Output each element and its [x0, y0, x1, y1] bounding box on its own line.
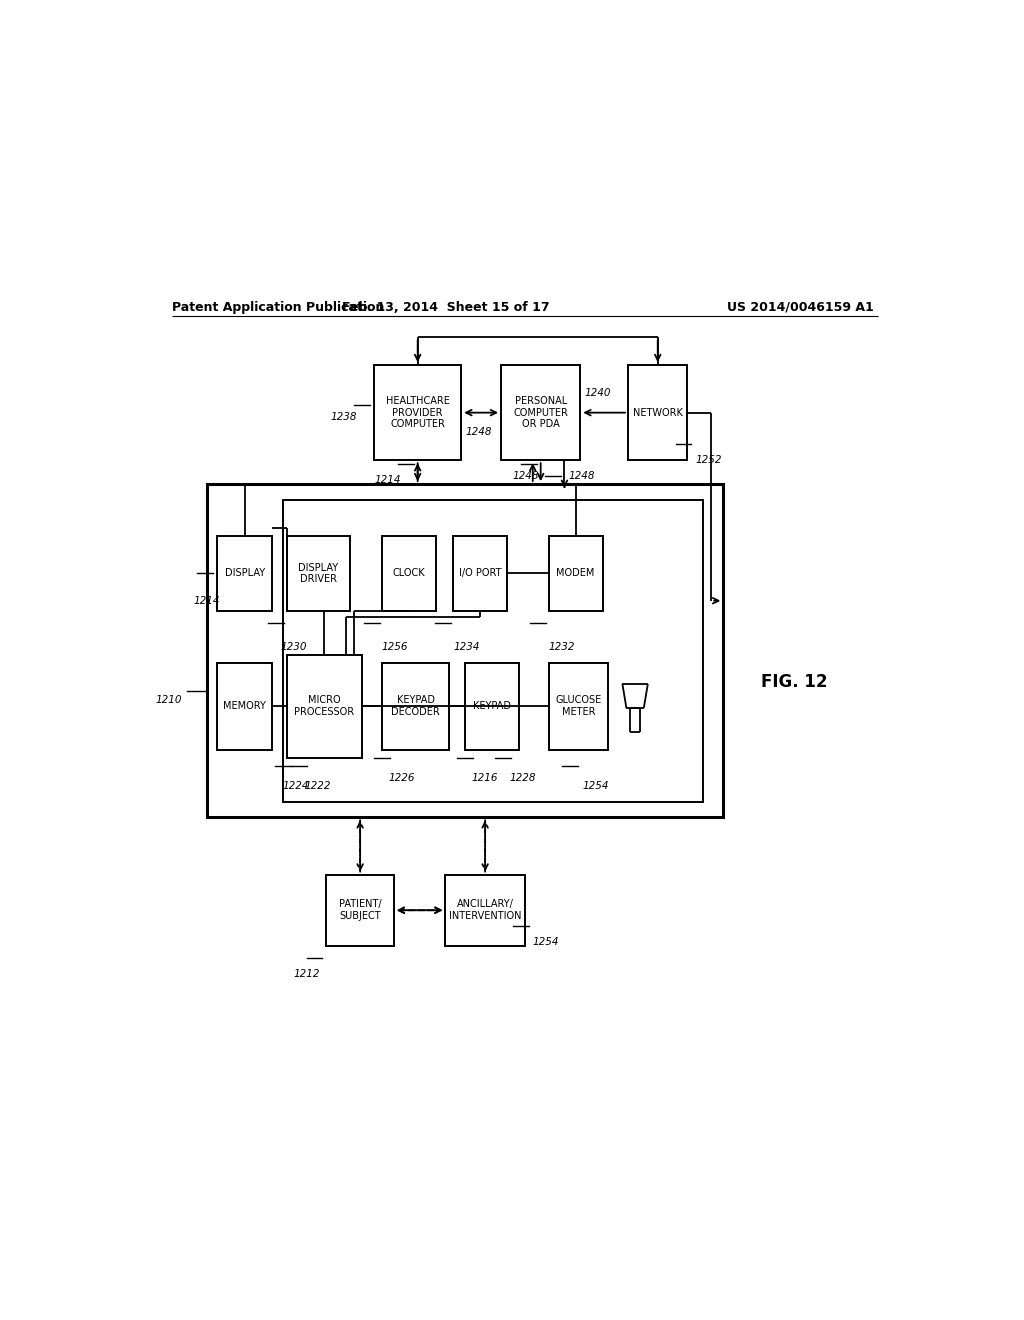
Text: 1228: 1228 — [510, 772, 537, 783]
Bar — [287, 536, 350, 611]
Text: CLOCK: CLOCK — [392, 569, 425, 578]
Text: 1254: 1254 — [532, 937, 559, 946]
Text: 1224: 1224 — [283, 780, 309, 791]
Text: 1254: 1254 — [583, 780, 609, 791]
Text: MODEM: MODEM — [556, 569, 595, 578]
Text: FIG. 12: FIG. 12 — [762, 673, 827, 692]
Text: KEYPAD: KEYPAD — [473, 701, 511, 711]
Text: 1226: 1226 — [388, 772, 415, 783]
Bar — [382, 536, 436, 611]
Text: 1252: 1252 — [695, 455, 722, 465]
Bar — [454, 536, 507, 611]
Text: 1214: 1214 — [374, 475, 400, 486]
Text: 1216: 1216 — [472, 772, 498, 783]
Bar — [374, 366, 461, 461]
Text: MEMORY: MEMORY — [223, 701, 266, 711]
Text: PATIENT/
SUBJECT: PATIENT/ SUBJECT — [339, 899, 382, 921]
Bar — [287, 655, 362, 758]
Text: 1212: 1212 — [293, 969, 319, 978]
Text: Patent Application Publication: Patent Application Publication — [172, 301, 384, 314]
Bar — [207, 484, 723, 817]
Bar — [501, 366, 581, 461]
Text: 1248: 1248 — [465, 428, 492, 437]
Text: NETWORK: NETWORK — [633, 408, 683, 417]
Text: ANCILLARY/
INTERVENTION: ANCILLARY/ INTERVENTION — [449, 899, 521, 921]
Text: 1230: 1230 — [281, 642, 307, 652]
Bar — [382, 663, 450, 750]
Text: HEALTHCARE
PROVIDER
COMPUTER: HEALTHCARE PROVIDER COMPUTER — [386, 396, 450, 429]
Text: I/O PORT: I/O PORT — [459, 569, 502, 578]
Text: DISPLAY: DISPLAY — [224, 569, 265, 578]
Text: 1248: 1248 — [513, 471, 540, 480]
Bar — [327, 875, 394, 946]
Bar — [283, 500, 703, 801]
Text: 1222: 1222 — [304, 780, 331, 791]
Bar — [549, 663, 608, 750]
Text: MICRO
PROCESSOR: MICRO PROCESSOR — [294, 696, 354, 717]
Text: 1240: 1240 — [585, 388, 611, 397]
Text: 1248: 1248 — [568, 471, 595, 480]
Text: KEYPAD
DECODER: KEYPAD DECODER — [391, 696, 440, 717]
Bar — [445, 875, 525, 946]
Bar — [217, 536, 272, 611]
Text: 1234: 1234 — [454, 642, 480, 652]
Text: Feb. 13, 2014  Sheet 15 of 17: Feb. 13, 2014 Sheet 15 of 17 — [342, 301, 549, 314]
Text: 1238: 1238 — [331, 412, 357, 421]
Bar — [217, 663, 272, 750]
Text: 1210: 1210 — [156, 696, 182, 705]
Text: GLUCOSE
METER: GLUCOSE METER — [555, 696, 601, 717]
Text: PERSONAL
COMPUTER
OR PDA: PERSONAL COMPUTER OR PDA — [513, 396, 568, 429]
Text: 1214: 1214 — [194, 597, 219, 606]
Bar — [628, 366, 687, 461]
Text: 1256: 1256 — [382, 642, 409, 652]
Text: US 2014/0046159 A1: US 2014/0046159 A1 — [727, 301, 873, 314]
Text: DISPLAY
DRIVER: DISPLAY DRIVER — [298, 562, 339, 585]
Bar — [465, 663, 519, 750]
Text: 1232: 1232 — [549, 642, 575, 652]
Bar — [549, 536, 602, 611]
